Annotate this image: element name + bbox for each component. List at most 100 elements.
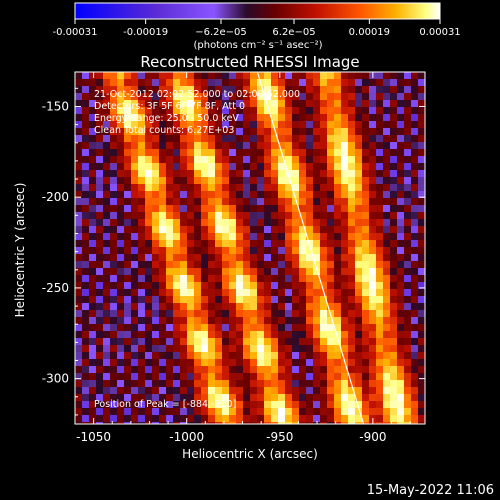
- heatmap-cell: [103, 247, 111, 255]
- heatmap-cell: [208, 205, 216, 213]
- heatmap-cell: [229, 366, 237, 374]
- heatmap-cell: [285, 240, 293, 248]
- heatmap-cell: [397, 247, 405, 255]
- heatmap-cell: [229, 345, 237, 353]
- heatmap-cell: [285, 394, 293, 402]
- heatmap-cell: [320, 107, 328, 115]
- heatmap-cell: [369, 380, 377, 388]
- heatmap-cell: [180, 359, 188, 367]
- heatmap-cell: [159, 93, 167, 101]
- heatmap-cell: [334, 163, 342, 171]
- heatmap-cell: [201, 331, 209, 339]
- heatmap-cell: [103, 338, 111, 346]
- heatmap-cell: [194, 380, 202, 388]
- heatmap-cell: [159, 317, 167, 325]
- heatmap-cell: [159, 121, 167, 129]
- heatmap-cell: [320, 394, 328, 402]
- heatmap-cell: [418, 310, 425, 318]
- heatmap-cell: [222, 128, 230, 136]
- heatmap-cell: [201, 324, 209, 332]
- heatmap-cell: [243, 233, 251, 241]
- heatmap-cell: [110, 198, 118, 206]
- heatmap-cell: [215, 415, 223, 423]
- heatmap-cell: [124, 289, 132, 297]
- heatmap-cell: [117, 366, 125, 374]
- heatmap-cell: [348, 317, 356, 325]
- heatmap-cell: [75, 240, 83, 248]
- heatmap-cell: [292, 380, 300, 388]
- heatmap-cell: [306, 261, 314, 269]
- heatmap-cell: [82, 373, 90, 381]
- heatmap-cell: [103, 380, 111, 388]
- heatmap-cell: [117, 107, 125, 115]
- heatmap-cell: [194, 219, 202, 227]
- heatmap-cell: [173, 93, 181, 101]
- heatmap-cell: [390, 408, 398, 416]
- heatmap-cell: [89, 205, 97, 213]
- heatmap-cell: [236, 170, 244, 178]
- heatmap-cell: [271, 163, 279, 171]
- heatmap-cell: [96, 233, 104, 241]
- heatmap-cell: [82, 359, 90, 367]
- heatmap-cell: [278, 142, 286, 150]
- heatmap-cell: [159, 373, 167, 381]
- heatmap-cell: [285, 380, 293, 388]
- heatmap-cell: [278, 310, 286, 318]
- heatmap-cell: [159, 107, 167, 115]
- heatmap-cell: [299, 72, 307, 80]
- heatmap-cell: [159, 240, 167, 248]
- heatmap-cell: [285, 177, 293, 185]
- heatmap-cell: [145, 275, 153, 283]
- heatmap-cell: [75, 422, 83, 424]
- heatmap-cell: [418, 142, 425, 150]
- heatmap-cell: [320, 352, 328, 360]
- heatmap-cell: [229, 198, 237, 206]
- heatmap-cell: [110, 310, 118, 318]
- heatmap-cell: [180, 394, 188, 402]
- heatmap-cell: [411, 254, 419, 262]
- heatmap-cell: [327, 324, 335, 332]
- heatmap-cell: [327, 289, 335, 297]
- heatmap-cell: [271, 170, 279, 178]
- heatmap-cell: [124, 254, 132, 262]
- heatmap-cell: [145, 289, 153, 297]
- heatmap-cell: [334, 366, 342, 374]
- heatmap-cell: [131, 198, 139, 206]
- heatmap-cell: [229, 422, 237, 424]
- heatmap-cell: [145, 121, 153, 129]
- heatmap-cell: [166, 261, 174, 269]
- heatmap-cell: [180, 247, 188, 255]
- heatmap-cell: [264, 373, 272, 381]
- heatmap-cell: [306, 268, 314, 276]
- heatmap-cell: [327, 359, 335, 367]
- heatmap-cell: [327, 121, 335, 129]
- heatmap-cell: [264, 121, 272, 129]
- heatmap-cell: [397, 226, 405, 234]
- heatmap-cell: [75, 198, 83, 206]
- heatmap-cell: [152, 387, 160, 395]
- heatmap-cell: [138, 135, 146, 143]
- heatmap-cell: [236, 338, 244, 346]
- heatmap-cell: [103, 184, 111, 192]
- heatmap-cell: [96, 86, 104, 94]
- heatmap-cell: [306, 142, 314, 150]
- heatmap-cell: [124, 310, 132, 318]
- heatmap-cell: [82, 331, 90, 339]
- heatmap-cell: [166, 338, 174, 346]
- heatmap-cell: [208, 100, 216, 108]
- heatmap-cell: [89, 415, 97, 423]
- heatmap-cell: [89, 93, 97, 101]
- heatmap-cell: [376, 240, 384, 248]
- heatmap-cell: [89, 394, 97, 402]
- heatmap-cell: [222, 415, 230, 423]
- heatmap-cell: [292, 261, 300, 269]
- heatmap-cell: [229, 303, 237, 311]
- heatmap-cell: [285, 128, 293, 136]
- heatmap-cell: [194, 415, 202, 423]
- colorbar-tick-label: −6.2e−05: [195, 27, 247, 38]
- heatmap-cell: [152, 282, 160, 290]
- heatmap-cell: [89, 198, 97, 206]
- heatmap-cell: [131, 422, 139, 424]
- heatmap-cell: [418, 198, 425, 206]
- heatmap-cell: [271, 422, 279, 424]
